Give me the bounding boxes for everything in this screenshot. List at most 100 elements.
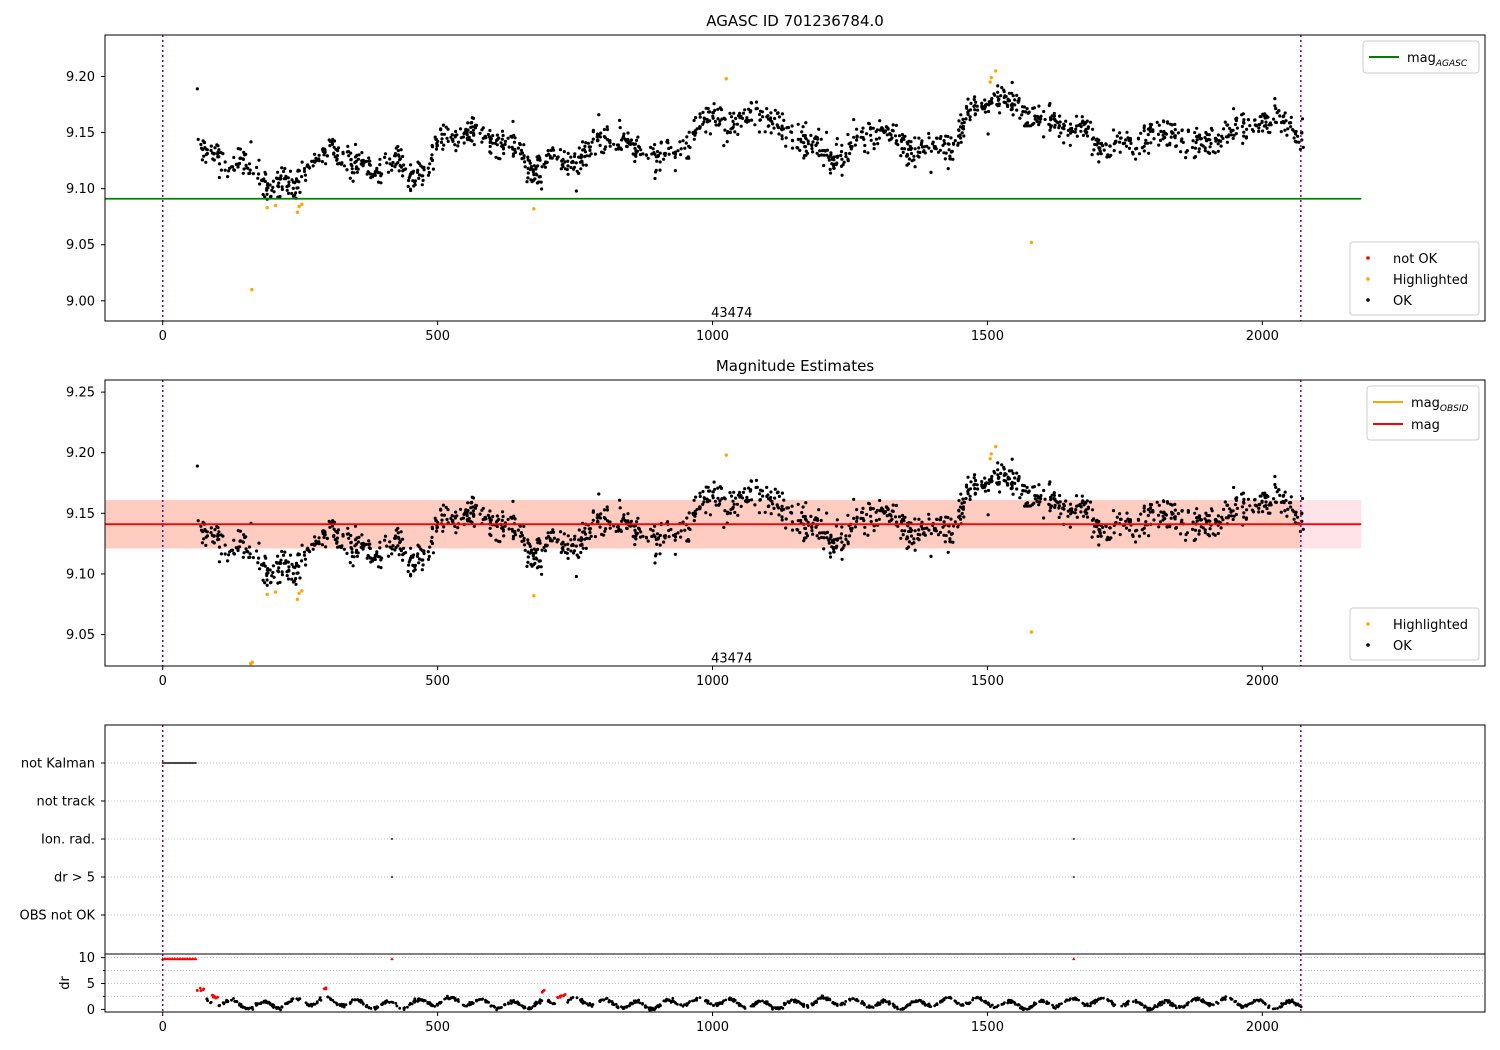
ok-point xyxy=(378,540,382,544)
ok-point xyxy=(880,126,884,130)
ok-point xyxy=(583,526,587,530)
ok-point xyxy=(784,517,788,521)
ok-point xyxy=(1142,509,1146,513)
ok-point xyxy=(987,100,991,104)
flag-event-point xyxy=(176,761,179,765)
dr-point xyxy=(1282,1002,1286,1006)
ok-point xyxy=(1066,514,1070,518)
ok-point xyxy=(359,162,363,166)
ok-point xyxy=(522,536,526,540)
ok-point xyxy=(744,119,748,123)
ok-point xyxy=(1186,509,1190,513)
ok-point xyxy=(1234,132,1238,136)
ok-point xyxy=(939,515,943,520)
ok-point xyxy=(1174,526,1179,530)
ok-point xyxy=(440,513,444,517)
ok-point xyxy=(1134,529,1138,533)
ok-point xyxy=(605,508,610,512)
ok-point xyxy=(406,184,410,188)
ok-point xyxy=(822,163,826,168)
dr-point xyxy=(381,1002,384,1006)
flag-event-point xyxy=(178,761,181,765)
ok-point xyxy=(526,560,530,564)
ok-point xyxy=(655,149,660,154)
ok-point xyxy=(863,525,867,529)
ok-point xyxy=(757,511,762,515)
ok-point xyxy=(654,170,658,174)
ok-point xyxy=(1278,493,1282,497)
ok-point xyxy=(861,126,865,130)
ok-point xyxy=(430,535,434,540)
ok-point xyxy=(874,137,879,141)
ok-point xyxy=(322,535,326,540)
ok-point xyxy=(572,551,576,555)
dr-point xyxy=(1263,1001,1266,1005)
ok-point xyxy=(920,141,924,145)
ok-point xyxy=(624,520,628,525)
ok-point xyxy=(825,130,829,134)
ok-point xyxy=(726,510,730,514)
ok-point xyxy=(1097,160,1101,164)
ok-point xyxy=(934,529,938,533)
ok-point xyxy=(913,529,917,533)
ok-point xyxy=(901,150,905,154)
ok-point xyxy=(986,132,990,136)
ok-point xyxy=(912,154,916,158)
ok-point xyxy=(349,158,353,162)
ok-point xyxy=(591,510,595,514)
ok-point xyxy=(1162,120,1166,124)
ok-point xyxy=(551,528,555,532)
ok-point xyxy=(990,474,994,479)
ok-point xyxy=(495,133,499,137)
ok-point xyxy=(878,498,882,503)
ok-point xyxy=(784,144,788,148)
ok-point xyxy=(466,121,470,125)
ok-point xyxy=(976,108,980,112)
ok-point xyxy=(1042,516,1046,520)
ok-point xyxy=(974,100,978,104)
ok-point xyxy=(434,137,438,141)
ok-point xyxy=(227,553,231,557)
ok-point xyxy=(1146,141,1150,145)
ok-point xyxy=(355,536,359,540)
ok-point xyxy=(702,120,706,124)
highlighted-point xyxy=(297,591,301,595)
ok-point xyxy=(1266,115,1270,119)
dr-point xyxy=(810,1002,814,1006)
ok-point xyxy=(708,489,712,493)
highlighted-point xyxy=(297,204,301,209)
ok-point xyxy=(1000,463,1004,467)
ok-point xyxy=(1222,127,1226,131)
ok-point xyxy=(1010,80,1014,85)
ok-point xyxy=(1098,146,1102,150)
ok-point xyxy=(841,546,845,550)
ok-point xyxy=(396,544,400,548)
dr-point xyxy=(698,996,702,999)
ok-point xyxy=(474,123,479,127)
legend-box xyxy=(1362,40,1480,74)
ok-point xyxy=(388,157,392,161)
ok-point xyxy=(888,132,892,136)
ok-point xyxy=(271,179,275,183)
ok-point xyxy=(275,561,279,565)
ok-point xyxy=(228,166,232,170)
ok-point xyxy=(1047,502,1051,506)
ok-point xyxy=(1112,149,1116,153)
ok-point xyxy=(276,554,280,558)
ok-point xyxy=(351,564,355,568)
ok-point xyxy=(917,136,921,140)
ok-point xyxy=(335,540,339,544)
ok-point xyxy=(1002,100,1006,104)
ok-point xyxy=(863,149,867,154)
dr-point xyxy=(1051,1003,1054,1007)
ok-point xyxy=(353,142,358,147)
ok-point xyxy=(461,135,465,139)
ok-point xyxy=(291,580,295,584)
ok-point xyxy=(766,114,770,118)
ok-point xyxy=(559,550,563,555)
ok-point xyxy=(1005,481,1009,485)
ok-point xyxy=(1171,131,1175,135)
ok-point xyxy=(842,543,846,548)
ok-point xyxy=(1174,144,1179,148)
ok-point xyxy=(268,195,273,199)
